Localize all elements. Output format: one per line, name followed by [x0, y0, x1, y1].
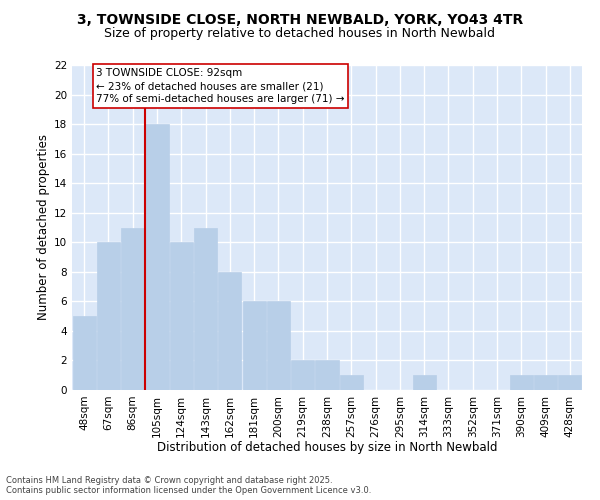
Bar — [218, 272, 241, 390]
Bar — [559, 375, 581, 390]
X-axis label: Distribution of detached houses by size in North Newbald: Distribution of detached houses by size … — [157, 441, 497, 454]
Bar — [267, 302, 290, 390]
Bar — [194, 228, 217, 390]
Bar — [145, 124, 169, 390]
Bar — [340, 375, 363, 390]
Text: 3 TOWNSIDE CLOSE: 92sqm
← 23% of detached houses are smaller (21)
77% of semi-de: 3 TOWNSIDE CLOSE: 92sqm ← 23% of detache… — [96, 68, 345, 104]
Bar — [510, 375, 533, 390]
Bar — [316, 360, 338, 390]
Text: Contains HM Land Registry data © Crown copyright and database right 2025.
Contai: Contains HM Land Registry data © Crown c… — [6, 476, 371, 495]
Text: 3, TOWNSIDE CLOSE, NORTH NEWBALD, YORK, YO43 4TR: 3, TOWNSIDE CLOSE, NORTH NEWBALD, YORK, … — [77, 12, 523, 26]
Bar — [73, 316, 95, 390]
Bar — [242, 302, 266, 390]
Bar — [413, 375, 436, 390]
Bar — [534, 375, 557, 390]
Bar — [170, 242, 193, 390]
Bar — [121, 228, 144, 390]
Text: Size of property relative to detached houses in North Newbald: Size of property relative to detached ho… — [104, 28, 496, 40]
Bar — [291, 360, 314, 390]
Bar — [97, 242, 120, 390]
Y-axis label: Number of detached properties: Number of detached properties — [37, 134, 50, 320]
